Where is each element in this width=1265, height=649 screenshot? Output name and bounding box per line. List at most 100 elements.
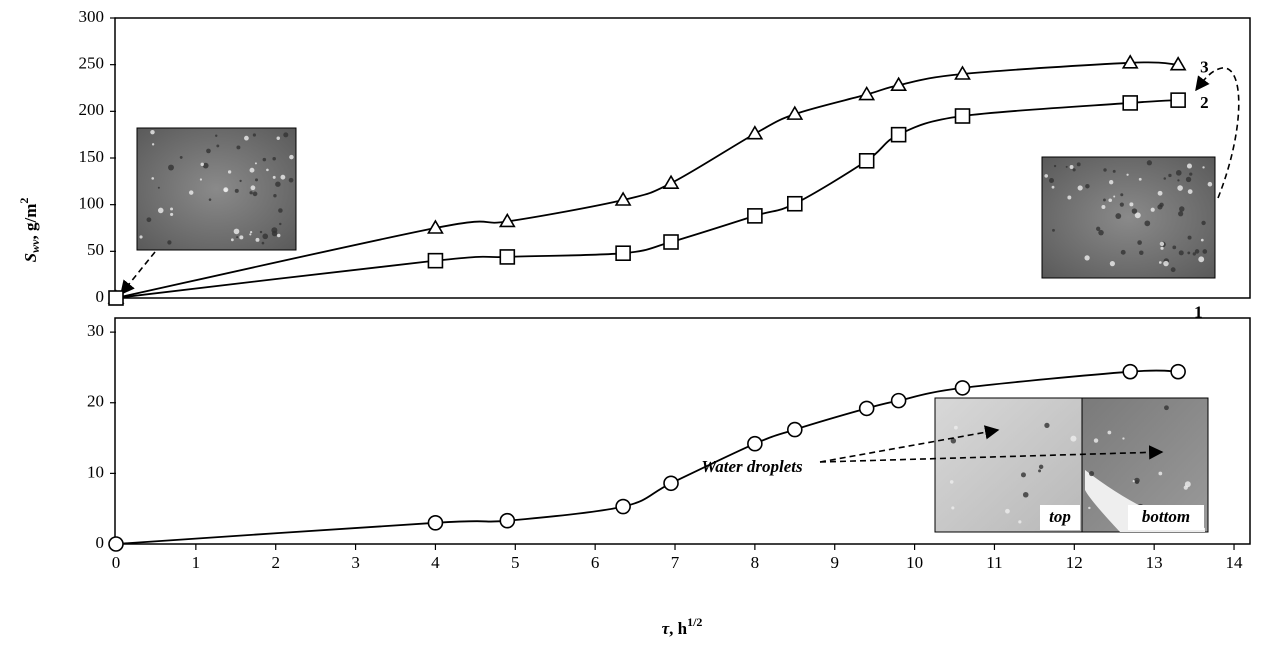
series-label: 1 xyxy=(1194,303,1203,322)
photo-speckle xyxy=(255,237,260,242)
marker-circle xyxy=(1170,363,1186,380)
photo-speckle xyxy=(288,177,294,183)
photo-speckle xyxy=(1184,481,1191,488)
y-tick-label: 150 xyxy=(79,147,105,166)
photo-speckle xyxy=(1172,245,1177,250)
marker-square xyxy=(890,126,907,143)
photo-speckle xyxy=(1089,470,1095,477)
photo-speckle xyxy=(1048,178,1054,184)
marker-square xyxy=(858,153,875,169)
photo-speckle xyxy=(1159,202,1164,208)
photo-speckle xyxy=(236,145,241,150)
photo-speckle xyxy=(280,174,286,180)
photo-speckle xyxy=(1038,464,1044,470)
marker-square xyxy=(108,290,124,306)
photo-speckle xyxy=(230,238,234,242)
photo-speckle xyxy=(1158,471,1163,476)
y-tick-label: 200 xyxy=(79,100,105,119)
photo-speckle xyxy=(1085,183,1090,189)
y-tick-label: 100 xyxy=(79,194,105,213)
photo-speckle xyxy=(1192,252,1196,256)
y-axis-label-part: wv xyxy=(28,239,42,253)
y-tick-label: 0 xyxy=(96,533,105,552)
x-tick-label: 11 xyxy=(986,553,1002,572)
photo-speckle xyxy=(1139,250,1144,255)
y-tick-label: 0 xyxy=(96,287,105,306)
marker-square xyxy=(954,108,971,124)
photo-speckle xyxy=(1115,213,1122,219)
photo-speckle xyxy=(1044,174,1049,178)
photo-speckle xyxy=(1144,220,1151,227)
bottom-plot-frame xyxy=(114,317,1251,545)
annotation-arrows xyxy=(120,67,1240,463)
photo-speckle xyxy=(1134,212,1141,219)
photo-speckle xyxy=(1113,195,1116,198)
series-label: 2 xyxy=(1200,93,1209,112)
photo-speckle xyxy=(1186,163,1192,169)
photo-speckle xyxy=(276,233,281,238)
photo-highlight xyxy=(1085,470,1205,532)
photo-speckle xyxy=(1198,256,1205,263)
photo-speckle xyxy=(1051,185,1055,189)
marker-square xyxy=(663,234,679,250)
photo-speckle xyxy=(249,191,253,195)
photo-speckle xyxy=(216,144,220,148)
photo-speckle xyxy=(239,235,244,240)
y-tick-label: 50 xyxy=(87,240,104,259)
photo-speckle xyxy=(1187,189,1193,194)
photo-speckle xyxy=(1157,190,1163,196)
photo-speckle xyxy=(1185,176,1192,183)
photo-speckle xyxy=(1072,168,1076,172)
photo-speckle xyxy=(1067,195,1072,200)
photo-speckle xyxy=(1189,172,1193,176)
x-tick-label: 5 xyxy=(511,553,520,572)
photo-speckle xyxy=(244,135,249,141)
photo-speckle xyxy=(1158,261,1162,264)
photo-speckle xyxy=(168,164,174,171)
annotation: bottom xyxy=(1142,507,1190,526)
photo-speckle xyxy=(146,217,152,223)
x-tick-label: 0 xyxy=(112,553,121,572)
marker-circle xyxy=(954,380,971,396)
marker-triangle xyxy=(746,125,764,140)
x-tick-label: 9 xyxy=(830,553,839,572)
photo-speckle xyxy=(1177,185,1183,191)
photo-speckle xyxy=(255,178,258,182)
photo-speckle xyxy=(276,136,280,140)
marker-circle xyxy=(890,392,907,409)
photo-speckle xyxy=(1103,168,1107,172)
marker-circle xyxy=(108,536,124,552)
photo-speckle xyxy=(1179,206,1185,212)
photo-speckle xyxy=(949,480,954,484)
photo-speckle xyxy=(275,181,281,187)
photo-speckle xyxy=(1119,202,1124,207)
photo-speckle xyxy=(278,208,283,213)
photo-speckle xyxy=(188,190,194,195)
photo-speckle xyxy=(250,230,253,234)
arrow xyxy=(1195,67,1240,199)
label-box xyxy=(1128,505,1204,530)
photo-speckle xyxy=(157,186,160,189)
photo-speckle xyxy=(250,185,256,191)
photo-speckle xyxy=(1112,169,1116,173)
marker-circle xyxy=(615,498,631,515)
y-tick-label: 10 xyxy=(87,462,104,481)
photo-speckle xyxy=(1103,198,1106,202)
annotation: top xyxy=(1049,507,1071,526)
photo-speckle xyxy=(249,233,252,236)
photo-speckle xyxy=(200,162,204,167)
photo-speckle xyxy=(1126,173,1129,176)
x-tick-label: 10 xyxy=(906,553,923,572)
photo-speckle xyxy=(151,177,155,180)
x-axis-label-part: 1/2 xyxy=(687,615,702,629)
photo-speckle xyxy=(1200,238,1204,242)
marker-triangle xyxy=(1121,54,1139,69)
y-axis-label-part: 2 xyxy=(17,198,31,204)
photo-speckle xyxy=(1138,177,1142,181)
marker-square xyxy=(787,195,803,212)
photo-speckle xyxy=(262,157,267,162)
marker-triangle xyxy=(1169,56,1187,71)
series-label: 3 xyxy=(1200,58,1209,77)
photo-speckle xyxy=(1160,246,1164,250)
